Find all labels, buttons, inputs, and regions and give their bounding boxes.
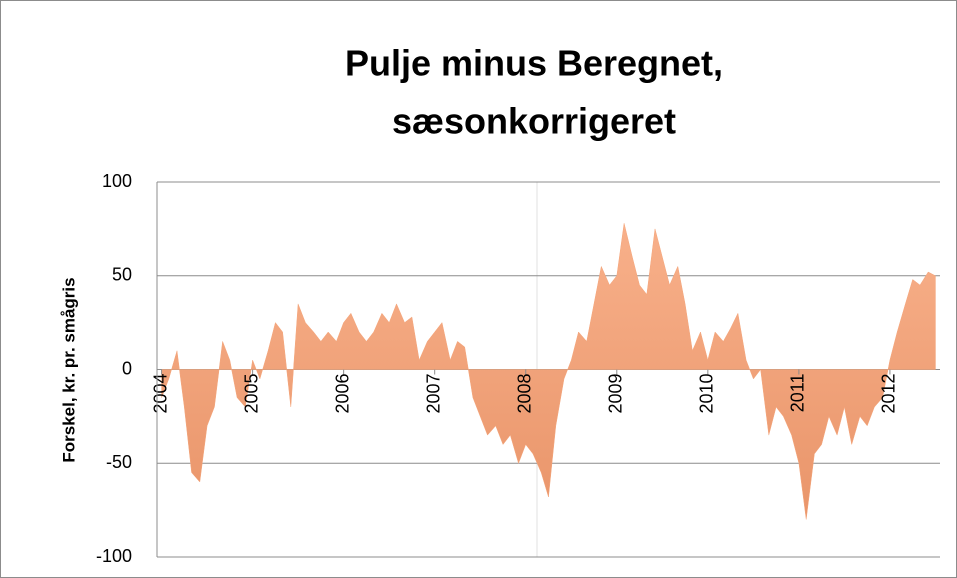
area	[161, 223, 936, 520]
x-tick-label: 2010	[697, 374, 717, 414]
y-tick-label: 50	[112, 265, 132, 285]
x-tick-label: 2005	[241, 374, 261, 414]
y-tick-label: 100	[102, 171, 132, 191]
x-tick-label: 2004	[150, 374, 170, 414]
chart-title: sæsonkorrigeret	[392, 101, 676, 142]
y-tick-label: -100	[96, 546, 132, 566]
x-tick-label: 2008	[514, 374, 534, 414]
y-tick-label: 0	[122, 358, 132, 378]
y-tick-label: -50	[106, 452, 132, 472]
x-tick-label: 2009	[606, 374, 626, 414]
x-tick-label: 2006	[332, 374, 352, 414]
x-tick-label: 2011	[788, 374, 808, 413]
x-tick-label: 2007	[423, 374, 443, 414]
x-tick-label: 2012	[879, 374, 899, 414]
y-axis-label: Forskel, kr. pr. smågris	[59, 277, 78, 462]
chart-title: Pulje minus Beregnet,	[345, 43, 723, 84]
